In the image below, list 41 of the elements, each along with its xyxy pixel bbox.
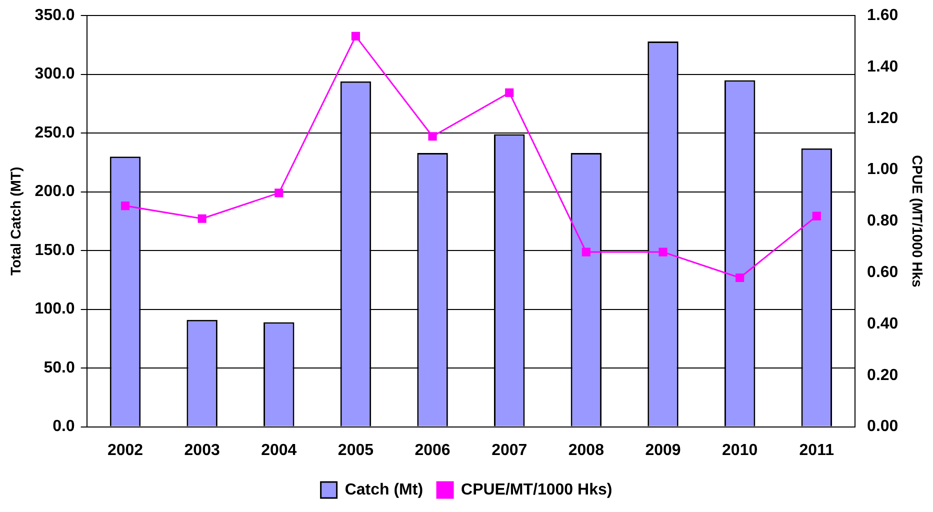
- y-tick-label: 50.0: [44, 359, 75, 376]
- point: [582, 248, 590, 256]
- point: [505, 88, 514, 97]
- x-tick-label: 2008: [568, 442, 604, 459]
- point: [351, 32, 360, 40]
- y-tick-label: 250.0: [34, 124, 75, 142]
- legend-label: Catch (Mt): [344, 481, 424, 498]
- x-tick-label: 2006: [414, 442, 450, 459]
- y-tick-label: 300.0: [34, 66, 75, 83]
- x-tick-label: 2010: [722, 442, 758, 459]
- y-axis-title: Total Catch (MT): [7, 166, 24, 276]
- x-tick-label: 2005: [338, 442, 374, 459]
- y-tick-label: 100.0: [34, 300, 75, 318]
- y2-tick-label: 1.60: [867, 7, 898, 24]
- y2-axis-title: CPUE (MT/1000 Hks: [910, 155, 926, 288]
- y2-tick-label: 0.00: [867, 418, 898, 436]
- y-tick-label: 200.0: [34, 183, 75, 200]
- point: [658, 248, 668, 256]
- y2-tick-label: 0.60: [867, 264, 898, 282]
- y2-tick-label: 0.80: [867, 212, 898, 230]
- y-tick-label: 0.0: [52, 418, 75, 436]
- x-tick-label: 2009: [645, 442, 681, 459]
- x-tick-label: 2011: [799, 442, 834, 459]
- y2-tick-label: 0.20: [867, 366, 898, 384]
- x-tick-label: 2002: [107, 442, 144, 459]
- y2-tick-label: 1.00: [867, 161, 898, 178]
- y2-tick-label: 0.40: [867, 315, 898, 332]
- y2-tick-label: 1.40: [867, 58, 898, 76]
- point: [736, 273, 744, 282]
- point: [812, 212, 821, 220]
- point: [428, 132, 437, 141]
- x-tick-label: 2003: [184, 442, 220, 459]
- x-tick-label: 2004: [261, 442, 297, 459]
- point: [274, 188, 284, 198]
- point: [120, 201, 130, 210]
- y-tick-label: 150.0: [34, 242, 75, 259]
- point: [198, 214, 206, 223]
- y-tick-label: 350.0: [34, 7, 75, 24]
- y2-tick-label: 1.20: [867, 110, 898, 127]
- x-tick-label: 2007: [492, 442, 528, 459]
- legend-label: CPUE/MT/1000 Hks): [461, 481, 612, 498]
